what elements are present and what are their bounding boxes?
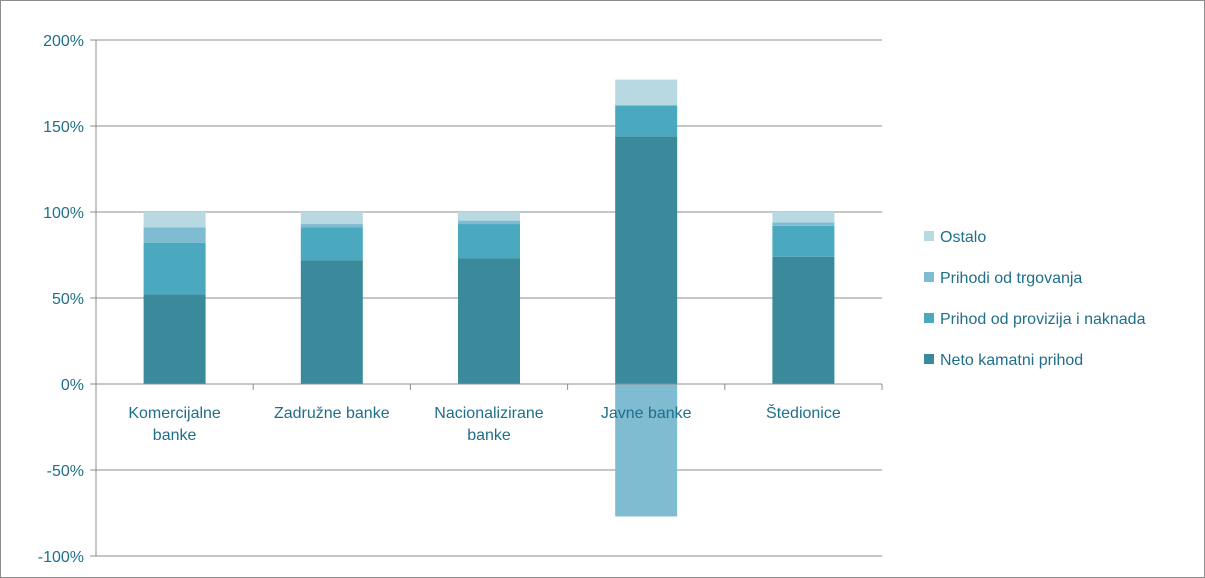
legend-swatch (924, 272, 934, 282)
y-axis-tick-labels: -100% -50% 0% 50% 100% 150% 200% (38, 33, 84, 566)
bar-segment (458, 224, 520, 259)
x-category-label: Zadružne banke (274, 405, 390, 422)
x-category-label: Štedionice (766, 403, 841, 422)
y-tick-label: 50% (52, 291, 84, 308)
x-category-label: Komercijalne (128, 405, 221, 422)
bar-segment (300, 260, 363, 384)
legend-label: Prihod od provizija i naknada (940, 311, 1146, 328)
bars (143, 79, 835, 517)
x-category-label: Javne banke (601, 405, 692, 422)
legend: Ostalo Prihodi od trgovanja Prihod od prov… (924, 229, 1146, 369)
y-tick-label: -50% (47, 463, 84, 480)
bar-segment (615, 136, 678, 384)
bar-segment (143, 294, 206, 384)
bar-segment (300, 212, 363, 225)
y-tick-label: 150% (43, 119, 84, 136)
bar-segment (615, 105, 678, 137)
legend-label: Neto kamatni prihod (940, 352, 1083, 369)
y-tick-label: 200% (43, 33, 84, 50)
legend-swatch (924, 354, 934, 364)
legend-swatch (924, 313, 934, 323)
legend-label: Ostalo (940, 229, 986, 246)
bar-segment (143, 242, 206, 295)
bar-segment (300, 227, 363, 261)
bar-segment (143, 227, 206, 243)
bar-segment (772, 222, 835, 226)
bar-segment (458, 212, 520, 221)
legend-label: Prihodi od trgovanja (940, 270, 1082, 287)
x-axis (95, 383, 883, 390)
bar-segment (772, 256, 835, 384)
bar-segment (772, 225, 835, 257)
x-axis-category-labels: Komercijalne banke Zadružne banke Nacionali… (128, 403, 841, 444)
y-tick-label: -100% (38, 549, 84, 566)
bar-segment (143, 212, 206, 228)
bar-segment (772, 212, 835, 223)
x-category-label: banke (467, 427, 511, 444)
bar-segment (615, 79, 678, 106)
y-tick-label: 100% (43, 205, 84, 222)
bar-segment (458, 258, 520, 384)
x-category-label: Nacionalizirane (434, 405, 543, 422)
bar-segment (300, 224, 363, 228)
bar-segment (615, 384, 678, 517)
bar-segment (458, 220, 520, 225)
legend-swatch (924, 231, 934, 241)
x-category-label: banke (153, 427, 197, 444)
y-tick-label: 0% (61, 377, 84, 394)
